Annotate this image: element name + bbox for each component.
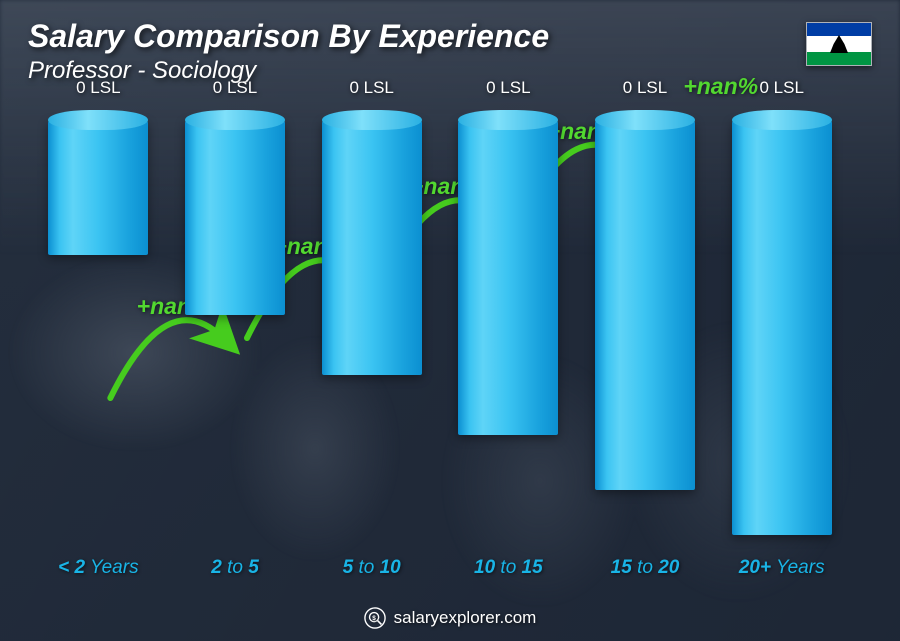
bar-value-label: 0 LSL [759, 78, 803, 98]
bar-slot: 0 LSL [303, 120, 440, 551]
footer: $ salaryexplorer.com [0, 607, 900, 629]
bar-slot: 0 LSL [167, 120, 304, 551]
bar: 0 LSL [322, 120, 422, 375]
bar: 0 LSL [458, 120, 558, 435]
bar: 0 LSL [732, 120, 832, 535]
footer-text: salaryexplorer.com [394, 608, 537, 628]
bar-value-label: 0 LSL [349, 78, 393, 98]
flag-emblem-icon [830, 35, 848, 53]
arc-delta-label: +nan% [683, 73, 758, 100]
x-axis-label: 2 to 5 [167, 557, 304, 579]
bars-row: 0 LSL 0 LSL 0 LSL 0 LSL 0 LSL 0 LSL [30, 120, 850, 551]
bar-value-label: 0 LSL [76, 78, 120, 98]
flag-stripe-bottom [807, 52, 871, 65]
bar-value-label: 0 LSL [213, 78, 257, 98]
country-flag-icon [806, 22, 872, 66]
chart-container: Salary Comparison By Experience Professo… [0, 0, 900, 641]
x-axis-label: 10 to 15 [440, 557, 577, 579]
logo-icon: $ [364, 607, 386, 629]
x-axis-label: 15 to 20 [577, 557, 714, 579]
x-axis-label: 20+ Years [713, 557, 850, 579]
bar-value-label: 0 LSL [486, 78, 530, 98]
bar-slot: 0 LSL [713, 120, 850, 551]
x-axis-labels: < 2 Years2 to 55 to 1010 to 1515 to 2020… [30, 551, 850, 585]
title-block: Salary Comparison By Experience Professo… [28, 18, 549, 85]
bar-slot: 0 LSL [440, 120, 577, 551]
bar-value-label: 0 LSL [623, 78, 667, 98]
bar-slot: 0 LSL [577, 120, 714, 551]
x-axis-label: 5 to 10 [303, 557, 440, 579]
bar: 0 LSL [185, 120, 285, 315]
bar: 0 LSL [48, 120, 148, 255]
x-axis-label: < 2 Years [30, 557, 167, 579]
flag-stripe-top [807, 23, 871, 36]
bar: 0 LSL [595, 120, 695, 490]
flag-stripe-mid [807, 36, 871, 53]
chart-title: Salary Comparison By Experience [28, 18, 549, 55]
bar-slot: 0 LSL [30, 120, 167, 551]
chart-area: +nan%+nan%+nan%+nan%+nan% 0 LSL0 LSL0 LS… [30, 120, 850, 585]
svg-text:$: $ [372, 615, 376, 622]
